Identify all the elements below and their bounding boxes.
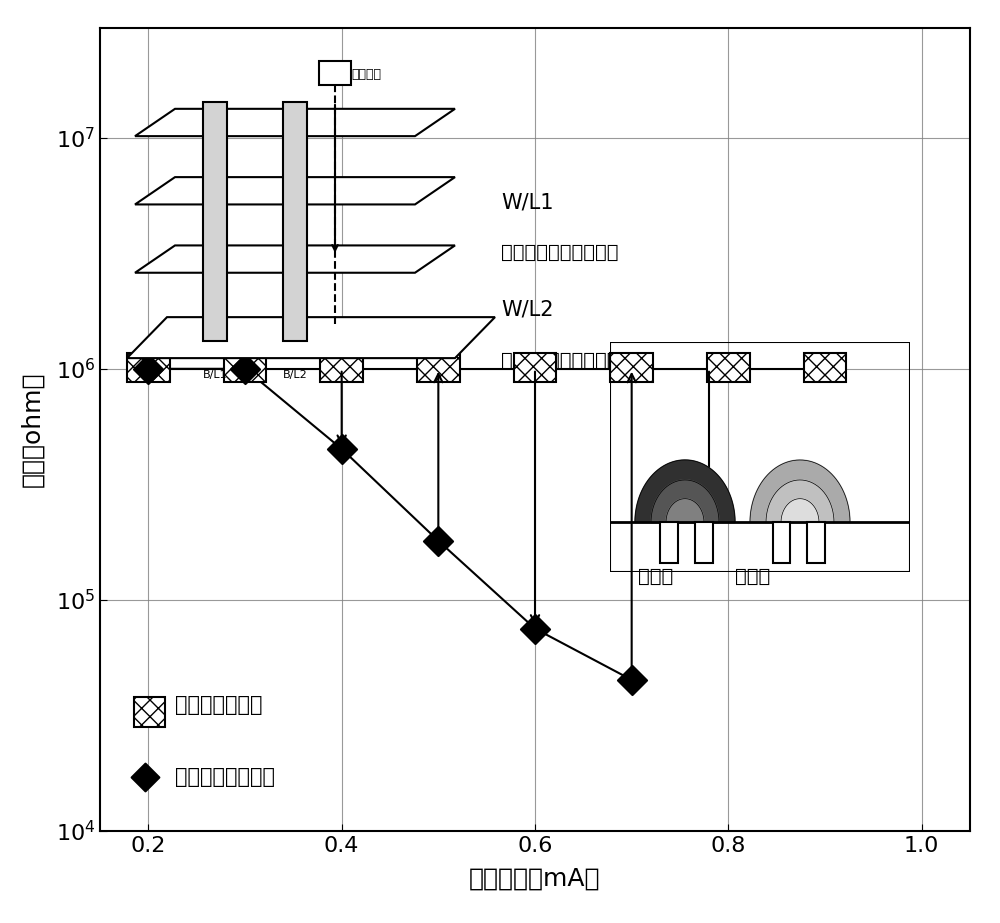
X-axis label: 扰动电流（mA）: 扰动电流（mA） [469,867,601,891]
Polygon shape [635,460,735,522]
Polygon shape [781,498,819,522]
Point [140,362,156,377]
Bar [707,354,750,381]
Text: （扰动后的存储单元）: （扰动后的存储单元） [501,243,619,262]
Text: 扰动后: 扰动后 [638,567,673,586]
Text: W/L2: W/L2 [501,299,554,319]
Point [237,362,253,377]
Y-axis label: 电阴（ohm）: 电阴（ohm） [21,371,45,487]
Text: W/L1: W/L1 [501,193,554,212]
Bar [224,354,266,381]
Polygon shape [127,318,495,358]
Polygon shape [766,480,834,522]
Text: 回复状态的电阴: 回复状态的电阴 [175,695,263,715]
Point [624,673,640,688]
Text: 扰动存储单元电阴: 扰动存储单元电阴 [175,768,275,787]
Bar [804,354,846,381]
Bar [772,522,790,563]
Polygon shape [135,246,455,273]
Text: 扰动中: 扰动中 [735,567,770,586]
Polygon shape [666,498,704,522]
Bar [695,522,712,563]
Bar [610,354,653,381]
Polygon shape [651,480,719,522]
Bar [320,354,363,381]
Point [137,770,153,785]
Bar [203,102,227,342]
Point [527,621,543,636]
Bar [283,102,307,342]
Text: B/L2: B/L2 [283,370,307,380]
Text: （扰动后的存储单元）: （扰动后的存储单元） [501,351,619,369]
Polygon shape [135,177,455,205]
Bar [127,354,170,381]
Point [334,441,350,456]
Bar [417,354,460,381]
Bar [807,522,825,563]
Bar [660,522,678,563]
Polygon shape [135,109,455,137]
Text: 复位脉冲: 复位脉冲 [351,68,381,81]
Point [430,533,446,548]
Bar [134,698,165,727]
Text: B/L1: B/L1 [203,370,227,380]
Polygon shape [750,460,850,522]
Bar [514,354,556,381]
Bar [319,61,351,85]
